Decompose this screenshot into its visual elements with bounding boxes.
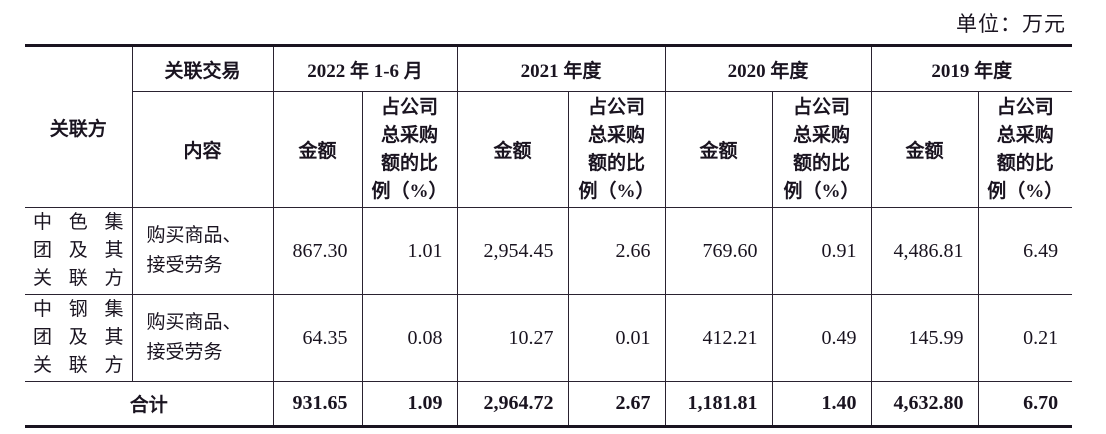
transaction-content: 购买商品、 接受劳务 (131, 294, 274, 382)
text-line: 占公司 (793, 96, 851, 118)
total-ratio: 1.09 (361, 381, 458, 428)
text-line: 接受劳务 (146, 342, 223, 363)
amount-value: 64.35 (272, 294, 363, 382)
header-content: 内容 (132, 91, 274, 208)
ratio-value: 0.08 (361, 294, 458, 382)
ratio-value: 0.01 (567, 294, 666, 382)
header-amount: 金额 (272, 91, 363, 208)
header-ratio: 占公司总采购额的比例（%） (567, 91, 666, 208)
amount-value: 769.60 (664, 207, 773, 295)
text-line: 占公司 (996, 96, 1054, 118)
total-amount: 4,632.80 (870, 381, 979, 428)
header-amount: 金额 (870, 91, 979, 208)
text-line: 额的比 (793, 152, 851, 174)
text-line: 接受劳务 (146, 255, 223, 276)
text-line: 例（%） (371, 180, 448, 202)
text-line: 中钢集 (33, 299, 124, 320)
header-ratio: 占公司总采购额的比例（%） (977, 91, 1073, 208)
total-amount: 931.65 (272, 381, 363, 428)
total-ratio: 6.70 (977, 381, 1073, 428)
ratio-value: 6.49 (977, 207, 1073, 295)
text-line: 额的比 (381, 152, 439, 174)
text-line: 购买商品、 (146, 225, 242, 246)
unit-label: 单位：万元 (956, 12, 1066, 36)
header-party: 关联方 (25, 44, 133, 208)
text-line: 总采购 (381, 124, 439, 146)
amount-value: 867.30 (272, 207, 363, 295)
text-line: 占公司 (381, 96, 439, 118)
header-period: 2019 年度 (870, 44, 1073, 92)
text-line: 占公司 (588, 96, 646, 118)
total-label: 合计 (25, 381, 274, 428)
header-amount: 金额 (456, 91, 569, 208)
related-party-purchases-table: 关联方 关联交易 2022 年 1-6 月 2021 年度 2020 年度 20… (25, 44, 1073, 428)
text-line: 总采购 (588, 124, 646, 146)
total-amount: 1,181.81 (664, 381, 773, 428)
header-transaction: 关联交易 (131, 44, 274, 92)
text-line: 例（%） (987, 180, 1064, 202)
party-name: 中色集 团及其 关联方 (25, 207, 133, 295)
text-line: 团及其 (33, 240, 124, 261)
amount-value: 10.27 (456, 294, 569, 382)
text-line: 额的比 (588, 152, 646, 174)
amount-value: 4,486.81 (870, 207, 979, 295)
total-amount: 2,964.72 (456, 381, 569, 428)
text-line: 关联方 (33, 355, 124, 376)
ratio-value: 0.91 (771, 207, 872, 295)
transaction-content: 购买商品、 接受劳务 (131, 207, 274, 295)
party-name: 中钢集 团及其 关联方 (25, 294, 133, 382)
header-period: 2022 年 1-6 月 (272, 44, 458, 92)
header-period: 2020 年度 (664, 44, 872, 92)
ratio-value: 1.01 (361, 207, 458, 295)
text-line: 例（%） (783, 180, 860, 202)
text-line: 关联方 (33, 268, 124, 289)
text-line: 额的比 (996, 152, 1054, 174)
header-period: 2021 年度 (456, 44, 666, 92)
total-ratio: 2.67 (567, 381, 666, 428)
ratio-value: 2.66 (567, 207, 666, 295)
text-line: 购买商品、 (146, 312, 242, 333)
header-amount: 金额 (664, 91, 773, 208)
header-ratio: 占公司总采购额的比例（%） (771, 91, 872, 208)
text-line: 中色集 (33, 212, 124, 233)
ratio-value: 0.49 (771, 294, 872, 382)
header-ratio: 占公司总采购额的比例（%） (361, 91, 458, 208)
text-line: 总采购 (793, 124, 851, 146)
amount-value: 2,954.45 (456, 207, 569, 295)
text-line: 团及其 (33, 327, 124, 348)
text-line: 例（%） (578, 180, 655, 202)
amount-value: 412.21 (664, 294, 773, 382)
amount-value: 145.99 (870, 294, 979, 382)
ratio-value: 0.21 (977, 294, 1073, 382)
total-ratio: 1.40 (771, 381, 872, 428)
text-line: 总采购 (996, 124, 1054, 146)
